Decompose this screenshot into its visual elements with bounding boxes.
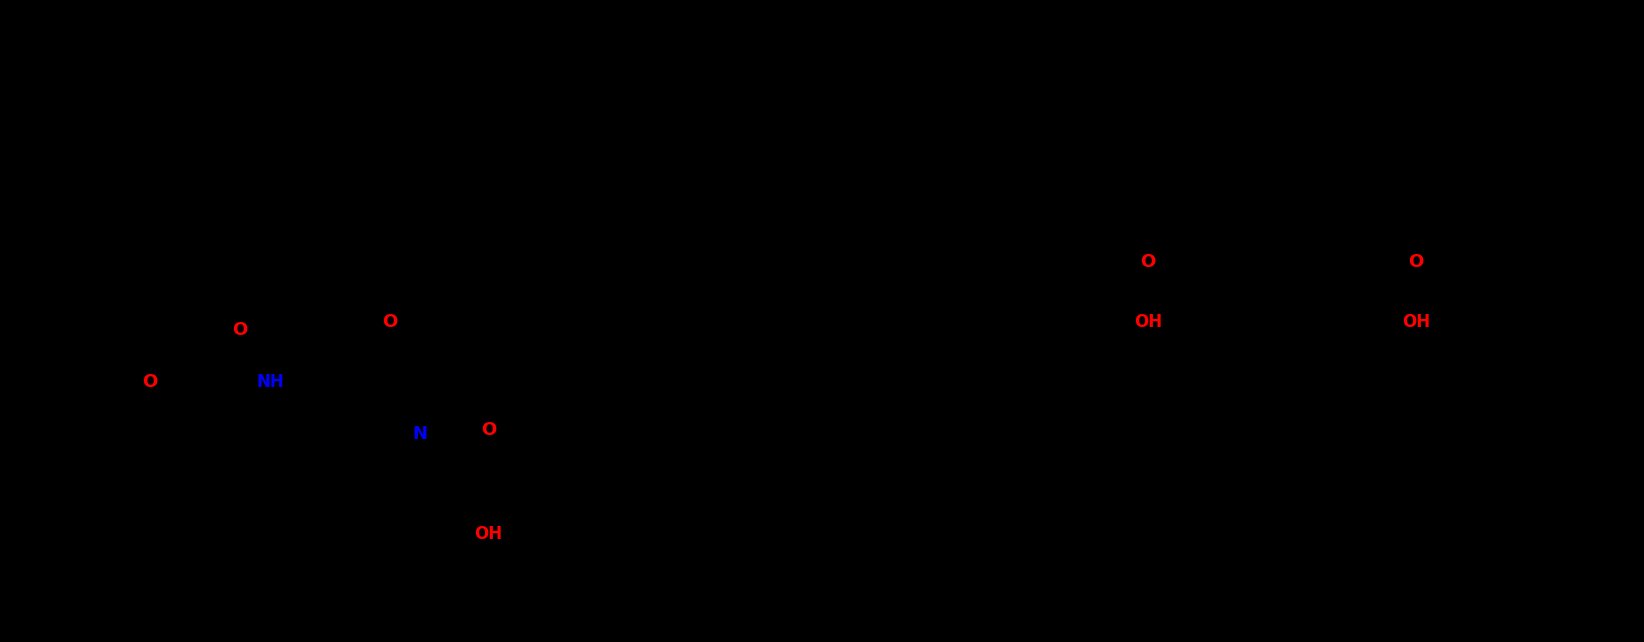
Text: O: O (1141, 253, 1156, 271)
Text: O: O (232, 321, 248, 339)
Text: NH: NH (256, 373, 284, 391)
Text: OH: OH (475, 525, 503, 543)
Text: OH: OH (1134, 313, 1162, 331)
Text: O: O (480, 421, 496, 439)
Text: OH: OH (1402, 313, 1430, 331)
Text: O: O (1409, 253, 1424, 271)
Text: N: N (413, 425, 427, 443)
Text: O: O (383, 313, 398, 331)
Text: O: O (143, 373, 158, 391)
